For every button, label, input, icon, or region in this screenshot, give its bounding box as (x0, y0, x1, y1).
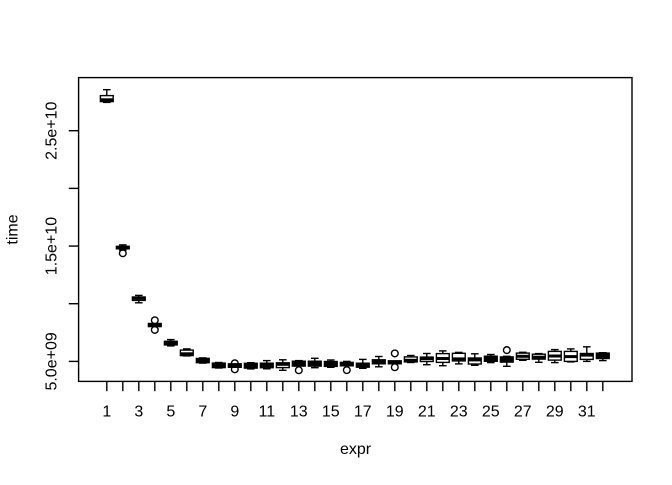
svg-text:17: 17 (354, 404, 372, 421)
svg-text:19: 19 (386, 404, 404, 421)
svg-text:5: 5 (166, 404, 175, 421)
svg-text:25: 25 (482, 404, 500, 421)
svg-text:13: 13 (290, 404, 308, 421)
svg-text:expr: expr (340, 441, 372, 458)
svg-text:5.0e+09: 5.0e+09 (44, 332, 61, 390)
svg-text:31: 31 (578, 404, 596, 421)
svg-text:time: time (5, 214, 22, 244)
svg-text:3: 3 (134, 404, 143, 421)
svg-text:21: 21 (418, 404, 436, 421)
svg-text:23: 23 (450, 404, 468, 421)
svg-text:27: 27 (514, 404, 532, 421)
svg-text:2.5e+10: 2.5e+10 (44, 101, 61, 159)
svg-text:1: 1 (102, 404, 111, 421)
svg-text:29: 29 (546, 404, 564, 421)
svg-text:15: 15 (322, 404, 340, 421)
svg-text:7: 7 (198, 404, 207, 421)
svg-text:11: 11 (258, 404, 275, 421)
svg-text:1.5e+10: 1.5e+10 (44, 217, 61, 275)
svg-text:9: 9 (230, 404, 239, 421)
